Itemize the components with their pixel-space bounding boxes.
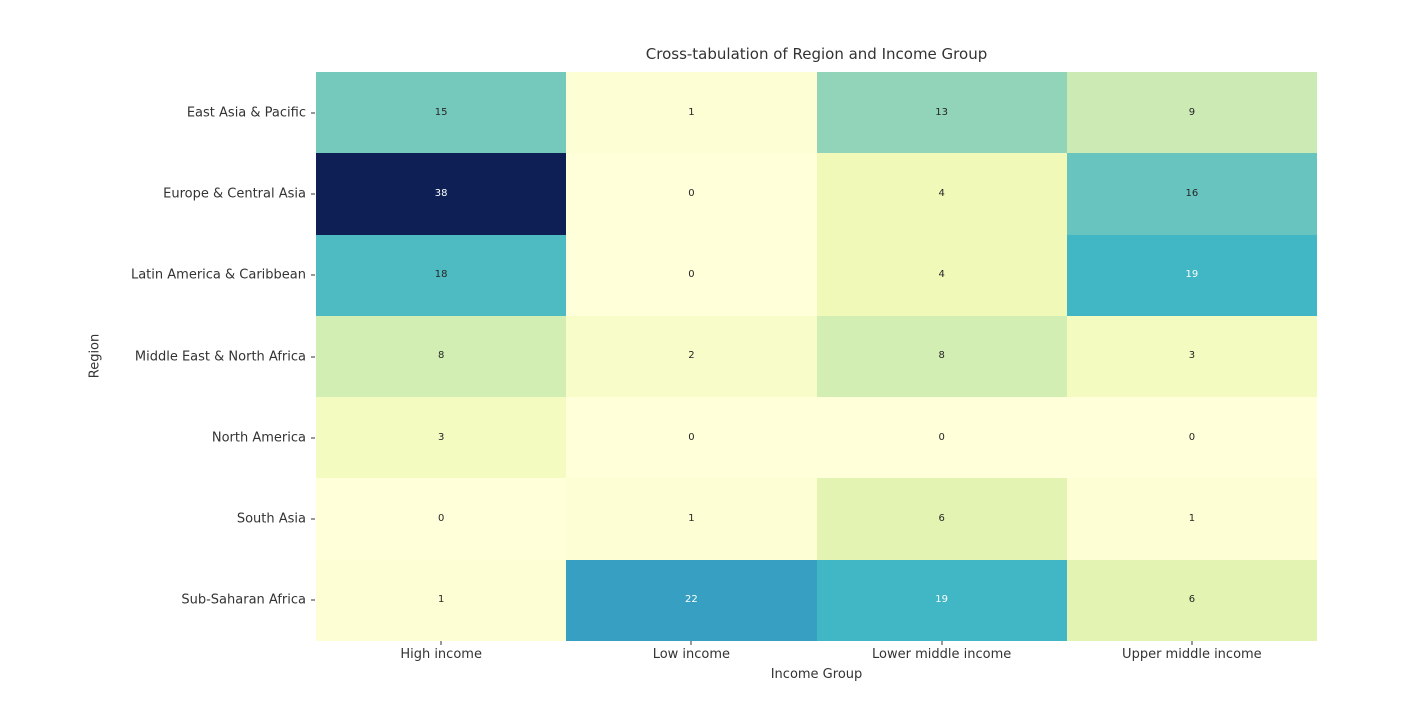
heatmap-cell: 13 — [816, 72, 1067, 154]
heatmap-cell: 8 — [316, 315, 567, 398]
cell-value: 4 — [938, 269, 945, 281]
x-tick-label: Upper middle income — [1122, 647, 1262, 662]
cell-value: 16 — [1185, 187, 1199, 199]
heatmap-cell: 0 — [816, 397, 1067, 479]
cell-value: 19 — [1185, 269, 1199, 281]
y-tick-label: Latin America & Caribbean — [130, 267, 306, 283]
heatmap-cell: 0 — [1066, 397, 1317, 479]
x-tick-labels: High income Low income Lower middle income… — [316, 647, 1317, 663]
cell-value: 0 — [437, 513, 445, 525]
cell-value: 4 — [938, 187, 945, 199]
y-tick — [311, 356, 315, 357]
heatmap-cell: 19 — [1066, 234, 1317, 316]
cell-value: 18 — [434, 269, 448, 281]
y-tick-label: Middle East & North Africa — [134, 349, 306, 364]
cell-value: 3 — [1188, 350, 1196, 362]
y-tick — [311, 274, 315, 276]
cell-value: 0 — [688, 269, 695, 281]
cell-value: 1 — [1188, 513, 1196, 525]
cell-value: 38 — [434, 187, 448, 199]
cell-value: 22 — [685, 594, 698, 606]
cell-value: 0 — [938, 431, 945, 443]
heatmap-grid: 15 1 13 9 38 0 4 16 18 0 4 19 8 2 8 3 3 0 0 0 0 1 6 1 1 22 19 6 — [316, 72, 1317, 641]
heatmap-cell: 3 — [1066, 315, 1317, 398]
cell-value: 2 — [688, 350, 695, 362]
cell-value: 9 — [1188, 106, 1196, 118]
heatmap-cell: 18 — [316, 234, 567, 316]
cell-value: 0 — [688, 187, 695, 199]
cell-value: 6 — [938, 513, 945, 525]
cell-value: 8 — [437, 350, 445, 362]
y-ticks — [311, 72, 316, 641]
y-tick-label: South Asia — [236, 511, 306, 527]
chart-title: Cross-tabulation of Region and Income Gr… — [645, 45, 988, 63]
y-tick — [311, 193, 315, 195]
heatmap-cell: 9 — [1066, 72, 1317, 154]
y-tick-label: East Asia & Pacific — [186, 105, 306, 121]
y-tick — [311, 437, 315, 439]
heatmap-cell: 16 — [1066, 153, 1317, 235]
y-tick-label: North America — [211, 430, 306, 446]
x-tick — [1191, 641, 1193, 645]
y-tick — [311, 112, 315, 114]
cell-value: 6 — [1188, 594, 1196, 606]
x-tick — [690, 641, 692, 645]
heatmap-cell: 6 — [1066, 559, 1317, 641]
heatmap-cell: 38 — [316, 153, 567, 235]
cell-value: 19 — [935, 594, 948, 606]
heatmap-cell: 15 — [316, 72, 567, 154]
heatmap-cell: 4 — [816, 153, 1067, 235]
x-ticks — [316, 641, 1317, 646]
heatmap-cell: 0 — [566, 397, 817, 479]
cell-value: 0 — [1188, 431, 1196, 443]
heatmap-cell: 22 — [566, 559, 817, 641]
x-tick — [941, 641, 943, 645]
x-tick-label: High income — [400, 647, 482, 662]
y-tick-labels: East Asia & Pacific Europe & Central Asia… — [0, 72, 306, 641]
heatmap-cell: 8 — [816, 315, 1067, 398]
x-tick-label: Lower middle income — [872, 647, 1012, 662]
x-tick-label: Low income — [652, 647, 731, 662]
heatmap-cell: 0 — [316, 478, 567, 560]
cell-value: 8 — [938, 350, 945, 362]
cell-value: 1 — [688, 513, 695, 525]
cell-value: 15 — [434, 106, 448, 118]
heatmap-cell: 4 — [816, 234, 1067, 316]
heatmap-cell: 2 — [566, 315, 817, 398]
cell-value: 1 — [437, 594, 445, 606]
cell-value: 13 — [935, 106, 948, 118]
y-tick-label: Sub-Saharan Africa — [181, 592, 306, 608]
heatmap-cell: 19 — [816, 559, 1067, 641]
heatmap-cell: 0 — [566, 234, 817, 316]
cell-value: 0 — [688, 431, 695, 443]
cell-value: 3 — [437, 431, 445, 443]
heatmap-cell: 6 — [816, 478, 1067, 560]
heatmap-cell: 0 — [566, 153, 817, 235]
y-tick — [311, 599, 315, 601]
x-tick — [440, 641, 442, 645]
heatmap-cell: 1 — [566, 72, 817, 154]
cell-value: 1 — [688, 106, 695, 118]
y-tick-label: Europe & Central Asia — [163, 186, 306, 202]
heatmap-cell: 1 — [566, 478, 817, 560]
heatmap-cell: 3 — [316, 397, 567, 479]
heatmap-cell: 1 — [1066, 478, 1317, 560]
y-tick — [311, 518, 315, 520]
heatmap-cell: 1 — [316, 559, 567, 641]
x-axis-label: Income Group — [770, 667, 863, 682]
